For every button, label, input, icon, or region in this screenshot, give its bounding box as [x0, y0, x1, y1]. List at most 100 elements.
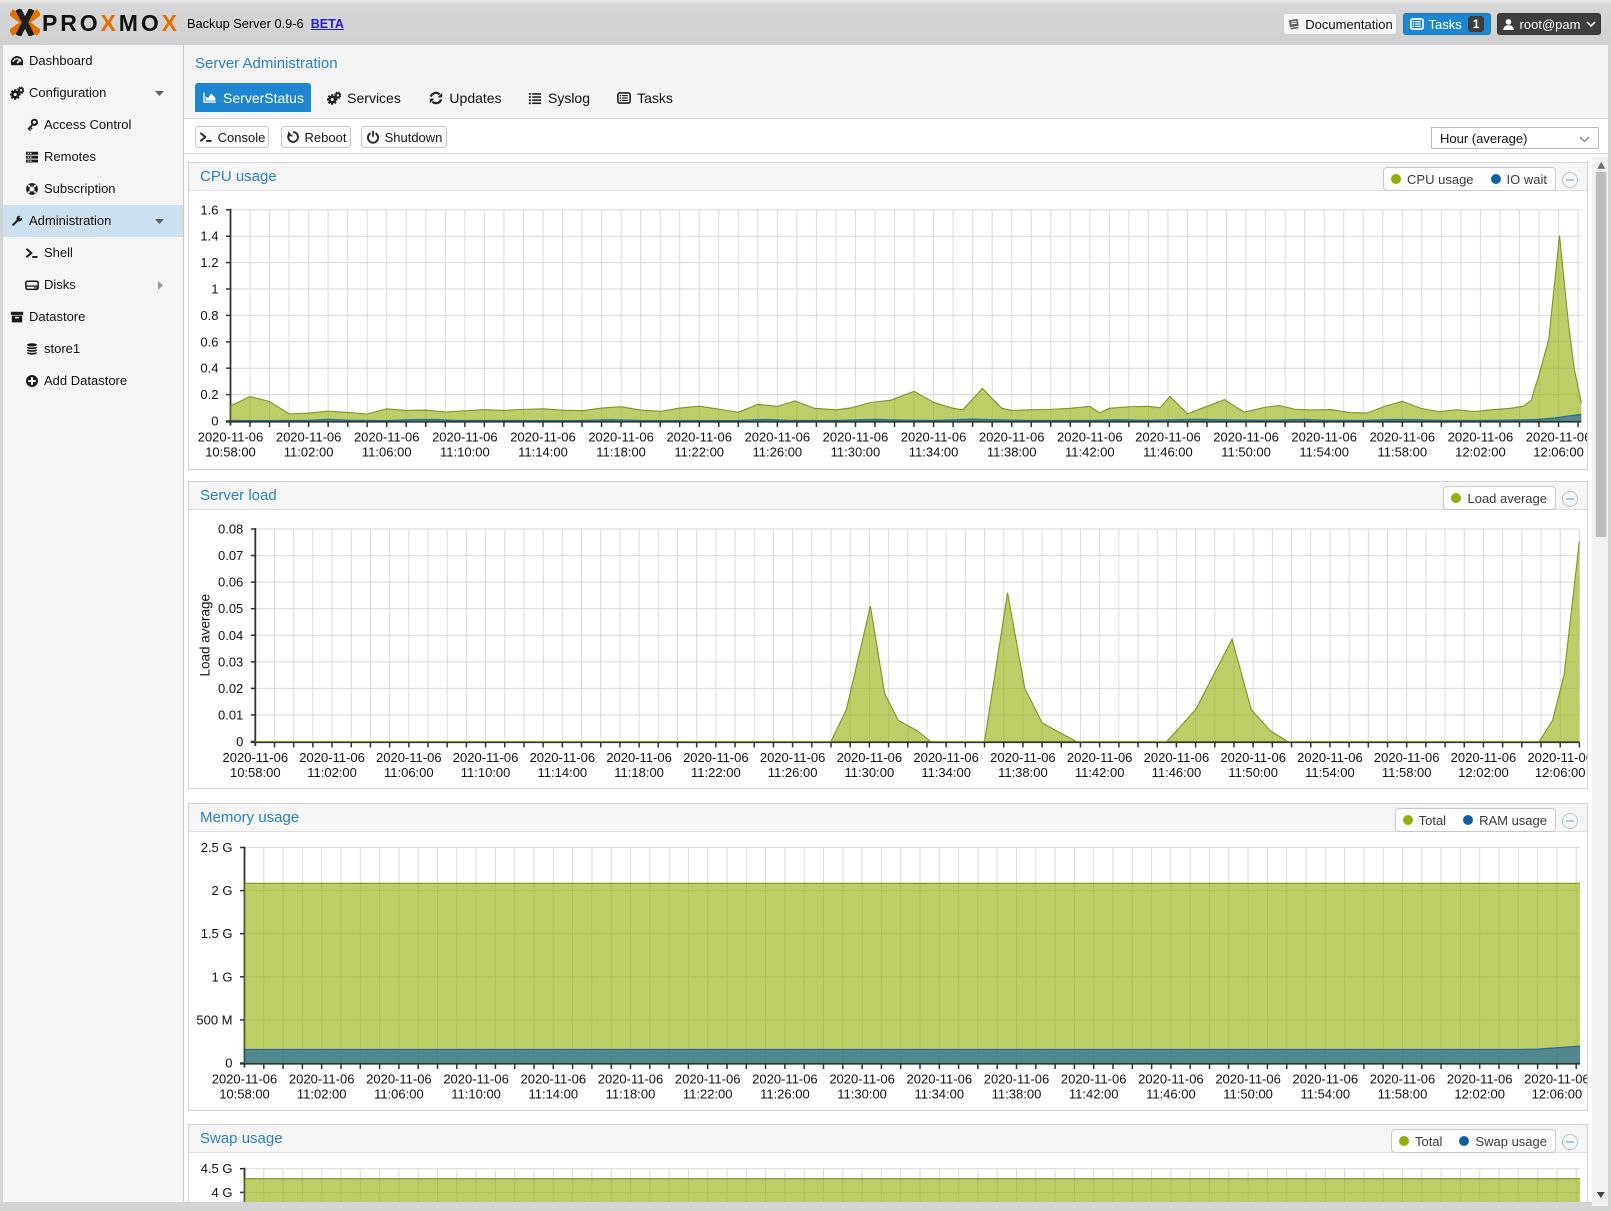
svg-text:2020-11-06: 2020-11-06 — [1370, 430, 1436, 445]
svg-text:2020-11-06: 2020-11-06 — [1293, 1072, 1359, 1087]
svg-text:2020-11-06: 2020-11-06 — [212, 1072, 278, 1087]
svg-text:11:22:00: 11:22:00 — [683, 1087, 733, 1102]
svg-text:2020-11-06: 2020-11-06 — [1057, 430, 1123, 445]
svg-text:12:06:00: 12:06:00 — [1532, 1087, 1583, 1102]
svg-text:11:42:00: 11:42:00 — [1069, 1087, 1119, 1102]
svg-text:2020-11-06: 2020-11-06 — [1447, 1072, 1513, 1087]
svg-text:11:54:00: 11:54:00 — [1299, 445, 1349, 460]
svg-text:2020-11-06: 2020-11-06 — [354, 430, 420, 445]
svg-text:2020-11-06: 2020-11-06 — [598, 1072, 664, 1087]
svg-text:11:50:00: 11:50:00 — [1223, 1087, 1273, 1102]
svg-text:11:42:00: 11:42:00 — [1065, 445, 1115, 460]
svg-text:0.02: 0.02 — [218, 681, 243, 696]
svg-text:11:34:00: 11:34:00 — [921, 765, 971, 780]
svg-text:2020-11-06: 2020-11-06 — [276, 430, 342, 445]
svg-text:11:02:00: 11:02:00 — [297, 1087, 347, 1102]
svg-text:11:22:00: 11:22:00 — [691, 765, 741, 780]
svg-text:2020-11-06: 2020-11-06 — [1527, 750, 1587, 765]
svg-text:2020-11-06: 2020-11-06 — [376, 750, 442, 765]
svg-text:0: 0 — [225, 1056, 232, 1071]
svg-text:2020-11-06: 2020-11-06 — [606, 750, 672, 765]
svg-text:2020-11-06: 2020-11-06 — [666, 430, 732, 445]
svg-text:1 G: 1 G — [212, 969, 233, 984]
svg-text:2020-11-06: 2020-11-06 — [530, 750, 596, 765]
svg-text:0.06: 0.06 — [218, 575, 243, 590]
svg-text:2020-11-06: 2020-11-06 — [1061, 1072, 1127, 1087]
svg-text:11:22:00: 11:22:00 — [674, 445, 724, 460]
svg-text:2020-11-06: 2020-11-06 — [521, 1072, 587, 1087]
svg-text:2020-11-06: 2020-11-06 — [1138, 1072, 1204, 1087]
svg-text:11:10:00: 11:10:00 — [461, 765, 511, 780]
svg-text:2020-11-06: 2020-11-06 — [588, 430, 654, 445]
svg-text:2020-11-06: 2020-11-06 — [913, 750, 979, 765]
svg-text:11:26:00: 11:26:00 — [760, 1087, 810, 1102]
svg-text:2020-11-06: 2020-11-06 — [675, 1072, 741, 1087]
svg-text:10:58:00: 10:58:00 — [205, 445, 256, 460]
svg-text:0.4: 0.4 — [200, 361, 218, 376]
svg-text:11:46:00: 11:46:00 — [1143, 445, 1193, 460]
svg-text:2.5 G: 2.5 G — [201, 840, 233, 855]
svg-text:2020-11-06: 2020-11-06 — [752, 1072, 818, 1087]
svg-text:2020-11-06: 2020-11-06 — [1144, 750, 1210, 765]
svg-text:2020-11-06: 2020-11-06 — [366, 1072, 432, 1087]
svg-text:11:06:00: 11:06:00 — [384, 765, 434, 780]
svg-text:2020-11-06: 2020-11-06 — [1370, 1072, 1436, 1087]
svg-text:11:14:00: 11:14:00 — [538, 765, 588, 780]
svg-text:2020-11-06: 2020-11-06 — [443, 1072, 509, 1087]
svg-text:11:50:00: 11:50:00 — [1228, 765, 1278, 780]
svg-text:11:38:00: 11:38:00 — [998, 765, 1048, 780]
svg-text:2020-11-06: 2020-11-06 — [289, 1072, 355, 1087]
svg-text:1.2: 1.2 — [200, 255, 218, 270]
svg-text:0.07: 0.07 — [218, 548, 243, 563]
svg-text:11:54:00: 11:54:00 — [1305, 765, 1355, 780]
svg-text:11:46:00: 11:46:00 — [1146, 1087, 1196, 1102]
svg-text:11:42:00: 11:42:00 — [1075, 765, 1125, 780]
svg-text:11:26:00: 11:26:00 — [768, 765, 818, 780]
svg-text:10:58:00: 10:58:00 — [230, 765, 281, 780]
svg-text:11:58:00: 11:58:00 — [1378, 1087, 1428, 1102]
svg-text:11:50:00: 11:50:00 — [1221, 445, 1271, 460]
svg-text:2020-11-06: 2020-11-06 — [1451, 750, 1517, 765]
svg-text:2020-11-06: 2020-11-06 — [1448, 430, 1514, 445]
svg-text:Load average: Load average — [198, 594, 213, 677]
svg-text:11:38:00: 11:38:00 — [992, 1087, 1042, 1102]
svg-text:2020-11-06: 2020-11-06 — [1297, 750, 1363, 765]
svg-text:2020-11-06: 2020-11-06 — [683, 750, 749, 765]
svg-text:2020-11-06: 2020-11-06 — [453, 750, 519, 765]
svg-text:4 G: 4 G — [212, 1185, 233, 1200]
svg-text:0.01: 0.01 — [218, 707, 243, 722]
svg-text:1.4: 1.4 — [200, 229, 218, 244]
svg-text:11:06:00: 11:06:00 — [374, 1087, 424, 1102]
svg-text:2020-11-06: 2020-11-06 — [901, 430, 967, 445]
svg-text:11:34:00: 11:34:00 — [909, 445, 959, 460]
svg-text:12:02:00: 12:02:00 — [1455, 445, 1506, 460]
svg-text:11:30:00: 11:30:00 — [831, 445, 881, 460]
svg-text:11:10:00: 11:10:00 — [451, 1087, 501, 1102]
svg-text:2020-11-06: 2020-11-06 — [745, 430, 811, 445]
svg-text:2020-11-06: 2020-11-06 — [1135, 430, 1201, 445]
svg-text:0: 0 — [211, 414, 218, 429]
svg-text:11:14:00: 11:14:00 — [528, 1087, 578, 1102]
svg-text:2020-11-06: 2020-11-06 — [829, 1072, 895, 1087]
svg-text:2020-11-06: 2020-11-06 — [984, 1072, 1050, 1087]
svg-text:0.08: 0.08 — [218, 522, 243, 537]
svg-text:12:02:00: 12:02:00 — [1454, 1087, 1505, 1102]
svg-text:0.2: 0.2 — [200, 387, 218, 402]
svg-text:1.5 G: 1.5 G — [201, 926, 233, 941]
svg-text:11:30:00: 11:30:00 — [837, 1087, 887, 1102]
svg-text:11:10:00: 11:10:00 — [440, 445, 490, 460]
svg-text:11:06:00: 11:06:00 — [362, 445, 412, 460]
svg-text:11:18:00: 11:18:00 — [596, 445, 646, 460]
svg-text:2020-11-06: 2020-11-06 — [299, 750, 365, 765]
svg-text:2020-11-06: 2020-11-06 — [1524, 1072, 1587, 1087]
svg-text:2020-11-06: 2020-11-06 — [837, 750, 903, 765]
svg-text:11:14:00: 11:14:00 — [518, 445, 568, 460]
svg-text:0.04: 0.04 — [218, 628, 243, 643]
svg-text:2020-11-06: 2020-11-06 — [223, 750, 289, 765]
svg-text:0.6: 0.6 — [200, 334, 218, 349]
svg-text:2 G: 2 G — [212, 883, 233, 898]
svg-text:1.6: 1.6 — [200, 202, 218, 217]
svg-text:2020-11-06: 2020-11-06 — [198, 430, 264, 445]
svg-text:2020-11-06: 2020-11-06 — [760, 750, 826, 765]
svg-text:2020-11-06: 2020-11-06 — [1526, 430, 1587, 445]
